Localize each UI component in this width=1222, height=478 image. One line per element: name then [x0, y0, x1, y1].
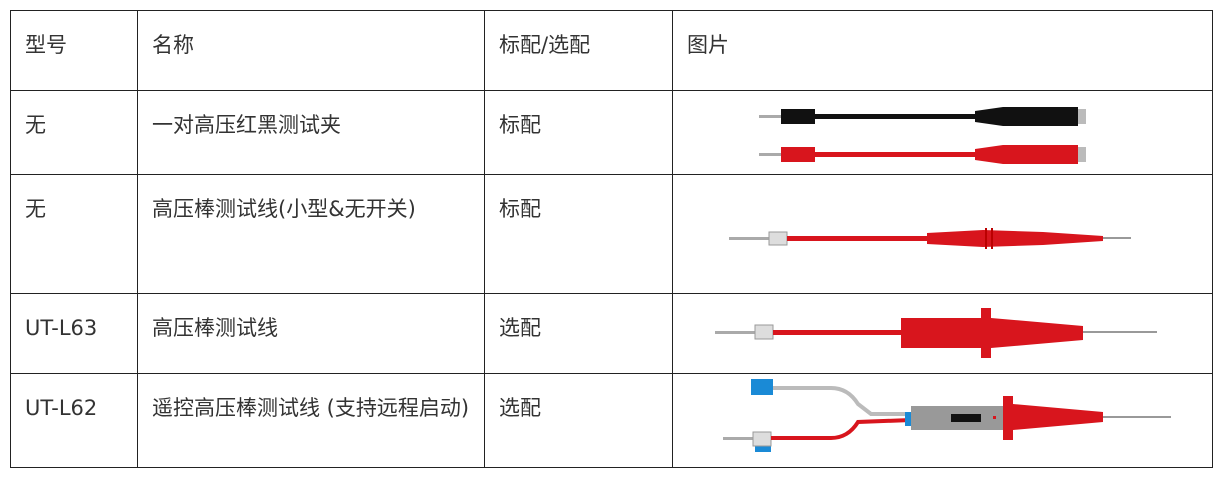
row: 无 一对高压红黑测试夹 标配	[10, 90, 1213, 175]
picture	[672, 373, 1213, 468]
shape	[755, 442, 771, 452]
shape	[1078, 109, 1086, 124]
picture	[672, 174, 1213, 294]
shape	[951, 414, 981, 422]
header-cell: 标配/选配	[484, 10, 673, 91]
shape	[991, 228, 993, 249]
shape	[975, 107, 1078, 126]
probe-image	[715, 308, 1157, 358]
shape	[768, 231, 788, 246]
header-row: 型号 名称 标配/选配 图片	[10, 10, 1213, 91]
shape	[1083, 331, 1157, 333]
small-probe-image	[729, 228, 1131, 249]
shape	[781, 109, 815, 124]
shape	[771, 418, 912, 440]
shape	[1003, 396, 1103, 440]
header-cell: 图片	[672, 10, 1213, 91]
shape	[1078, 147, 1086, 162]
shape: 型号 名称 标配/选配 图片 无 一对高压红黑测试夹 标配	[10, 10, 1213, 468]
shape	[975, 145, 1078, 164]
shape	[773, 330, 901, 335]
name: 高压棒测试线	[137, 293, 485, 374]
shape	[754, 324, 774, 340]
shape	[751, 379, 773, 395]
remote-probe-image	[723, 379, 1171, 452]
header-cell: 型号	[10, 10, 138, 91]
shape	[715, 331, 755, 334]
shape	[787, 236, 927, 241]
config: 选配	[484, 293, 673, 374]
red-lead	[759, 145, 1086, 164]
name: 高压棒测试线(小型&无开关)	[137, 174, 485, 294]
header-cell: 名称	[137, 10, 485, 91]
shape	[905, 412, 911, 426]
shape	[723, 437, 753, 440]
shape	[927, 230, 1103, 247]
row: UT-L62 遥控高压棒测试线 (支持远程启动) 选配	[10, 373, 1213, 468]
shape	[781, 147, 815, 162]
config: 选配	[484, 373, 673, 468]
shape	[815, 114, 975, 119]
shape	[901, 318, 981, 348]
picture	[672, 293, 1213, 374]
shape	[729, 237, 769, 240]
shape	[1103, 416, 1171, 418]
name: 一对高压红黑测试夹	[137, 90, 485, 175]
row: UT-L63 高压棒测试线 选配	[10, 293, 1213, 374]
shape	[759, 115, 781, 118]
row: 无 高压棒测试线(小型&无开关) 标配	[10, 174, 1213, 294]
shape	[773, 386, 911, 416]
config: 标配	[484, 174, 673, 294]
shape	[1103, 237, 1131, 239]
shape	[985, 228, 987, 249]
shape	[993, 416, 996, 419]
name: 遥控高压棒测试线 (支持远程启动)	[137, 373, 485, 468]
shape	[815, 152, 975, 157]
model: UT-L62	[10, 373, 138, 468]
model: UT-L63	[10, 293, 138, 374]
black-lead	[759, 107, 1086, 126]
shape	[759, 153, 781, 156]
accessory-table: 型号 名称 标配/选配 图片 无 一对高压红黑测试夹 标配	[10, 10, 1213, 468]
model: 无	[10, 174, 138, 294]
shape	[981, 308, 1083, 358]
picture	[672, 90, 1213, 175]
shape	[752, 431, 772, 447]
clip-leads-image	[759, 107, 1086, 164]
model: 无	[10, 90, 138, 175]
config: 标配	[484, 90, 673, 175]
